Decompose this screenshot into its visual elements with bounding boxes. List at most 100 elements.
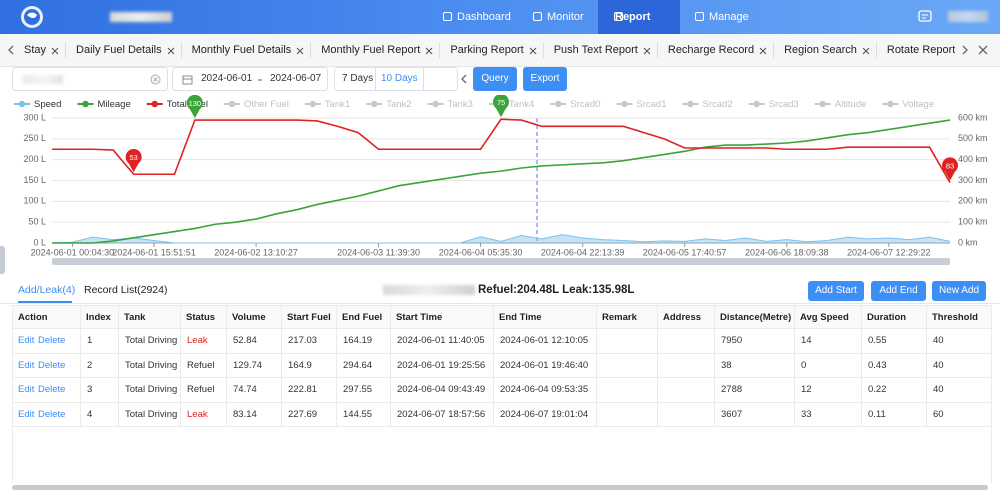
delete-link[interactable]: Delete <box>38 408 66 420</box>
table-cell: 1 <box>87 335 93 346</box>
legend-swatch <box>309 100 317 108</box>
nav-label[interactable]: Report <box>615 11 651 23</box>
table-cell: Total Driving <box>125 408 178 420</box>
quick-range-option[interactable]: 7 Days <box>342 73 374 84</box>
table-cell: Total Driving <box>125 384 178 395</box>
event-pin-label: 83 <box>946 162 954 171</box>
delete-link[interactable]: Delete <box>38 384 66 395</box>
horizontal-scrollbar[interactable] <box>12 485 988 490</box>
table-cell: 40 <box>933 384 944 395</box>
tab-close[interactable] <box>296 47 304 55</box>
tab-close[interactable] <box>759 47 767 55</box>
tab-close[interactable] <box>643 47 651 55</box>
action-button[interactable]: Add Start <box>808 281 864 301</box>
zoom-window[interactable] <box>52 258 950 265</box>
table-cell: Refuel <box>187 359 215 371</box>
tab[interactable]: Recharge Record <box>667 44 755 56</box>
query-button[interactable]: Query <box>473 67 517 91</box>
tab[interactable]: Parking Report <box>450 44 524 56</box>
legend-swatch <box>819 100 826 108</box>
tab[interactable]: Daily Fuel Details <box>76 44 162 56</box>
edit-link[interactable]: Edit <box>18 359 35 371</box>
message-icon[interactable] <box>918 10 932 24</box>
series-line <box>51 234 951 244</box>
legend-label: Altitude <box>835 99 867 110</box>
x-tick-label: 2024-06-02 13:10:27 <box>214 247 298 257</box>
tab-bar: Stay Daily Fuel Details Monthly Fuel Detai… <box>0 34 1000 67</box>
tab-prev[interactable] <box>6 44 16 56</box>
tab-next[interactable] <box>960 44 970 56</box>
y2-tick-label: 300 km <box>958 175 988 185</box>
table-cell: Leak <box>187 408 208 420</box>
legend-swatch <box>82 100 89 108</box>
table-cell: 2024-06-04 09:53:35 <box>500 384 589 395</box>
quick-range: 7 Days 10 Days <box>334 67 458 91</box>
tab[interactable]: Stay <box>24 44 47 56</box>
nav-label[interactable]: Manage <box>709 11 749 23</box>
column-header: End Time <box>499 312 542 323</box>
column-header: End Fuel <box>342 312 383 323</box>
action-button[interactable]: Add End <box>871 281 926 301</box>
delete-link[interactable]: Delete <box>38 335 66 346</box>
nav-label[interactable]: Monitor <box>547 11 584 23</box>
tab-separator <box>439 42 441 58</box>
table-cell: 3607 <box>721 408 743 420</box>
legend-label: Srcad3 <box>769 99 799 110</box>
edit-link[interactable]: Edit <box>18 384 35 395</box>
clear-icon[interactable] <box>150 74 161 85</box>
table-row: Edit Delete 1 Total Driving Leak 52.84 217.03 1… <box>12 328 992 354</box>
delete-link[interactable]: Delete <box>38 359 66 371</box>
tab-close[interactable] <box>51 47 59 55</box>
column-header: Distance(Metre) <box>720 312 792 323</box>
date-range[interactable]: 2024-06-01 2024-06-07 <box>172 67 328 91</box>
tab-close[interactable] <box>425 47 433 55</box>
action-button[interactable]: New Add <box>932 281 986 301</box>
tab[interactable]: Region Search <box>784 44 857 56</box>
nav-item[interactable]: Report <box>598 0 680 34</box>
nav-label[interactable]: Dashboard <box>457 11 511 23</box>
table-cell: 2024-06-04 09:43:49 <box>397 384 486 395</box>
start-date[interactable]: 2024-06-01 <box>201 73 253 84</box>
edit-link[interactable]: Edit <box>18 335 35 346</box>
record-tab[interactable]: Record List(2924) <box>84 284 168 296</box>
column-divider <box>390 306 391 426</box>
legend-swatch <box>371 100 378 108</box>
tab[interactable]: Rotate Report <box>886 44 956 56</box>
legend-label: Other Fuel <box>244 99 289 110</box>
edit-link[interactable]: Edit <box>18 408 35 420</box>
x-tick-label: 2024-06-04 05:35:30 <box>439 247 523 257</box>
x-tick-label: 2024-06-05 17:40:57 <box>643 247 727 257</box>
quick-range-option[interactable]: 10 Days <box>375 68 424 90</box>
table-cell: 40 <box>933 359 944 371</box>
nav-item[interactable]: Dashboard <box>441 0 511 34</box>
table-cell: 129.74 <box>233 359 263 371</box>
tab[interactable]: Push Text Report <box>553 44 638 56</box>
x-tick-label: 2024-06-01 00:04:30 <box>31 247 115 257</box>
legend-label: Tank2 <box>386 99 411 110</box>
search-input[interactable] <box>12 67 168 91</box>
nav-item[interactable]: Monitor <box>531 0 584 34</box>
tab[interactable]: Monthly Fuel Report <box>321 44 421 56</box>
tab[interactable]: Monthly Fuel Details <box>191 44 292 56</box>
tab-close[interactable] <box>167 47 175 55</box>
column-header: Tank <box>124 312 146 323</box>
y2-tick-label: 0 km <box>958 237 978 247</box>
range-prev[interactable] <box>458 72 470 86</box>
tab-close[interactable] <box>529 47 537 55</box>
end-date[interactable]: 2024-06-07 <box>270 73 322 84</box>
y2-tick-label: 600 km <box>958 112 988 122</box>
export-button[interactable]: Export <box>523 67 567 91</box>
series-line <box>52 119 951 244</box>
x-tick-label: 2024-06-04 22:13:39 <box>541 247 625 257</box>
legend-label: Srcad2 <box>703 99 733 110</box>
tab-close-all[interactable] <box>977 44 989 56</box>
table-cell: 217.03 <box>288 335 318 346</box>
column-header: Status <box>186 312 216 323</box>
record-tab[interactable]: Add/Leak(4) <box>18 284 76 296</box>
table-cell: 294.64 <box>343 359 373 371</box>
side-handle[interactable] <box>0 246 5 274</box>
nav-item[interactable]: Manage <box>693 0 749 34</box>
tab-close[interactable] <box>862 47 870 55</box>
table-cell: 164.9 <box>288 359 312 371</box>
